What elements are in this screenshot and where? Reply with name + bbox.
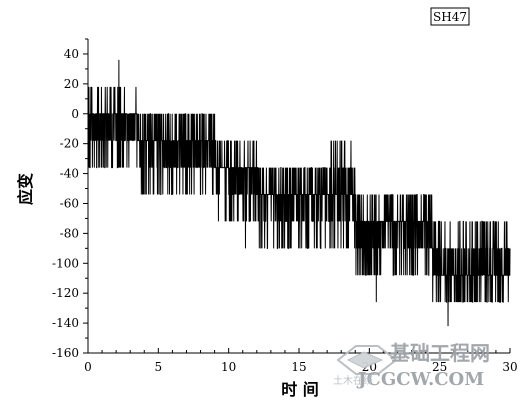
x-axis-title: 时 间 xyxy=(281,380,319,399)
y-tick-label-7: -100 xyxy=(52,256,79,270)
x-tick-label-3: 15 xyxy=(291,360,306,374)
legend-label: SH47 xyxy=(433,10,467,24)
x-tick-label-0: 0 xyxy=(84,360,92,374)
x-tick-label-2: 10 xyxy=(221,360,236,374)
y-tick-label-5: -60 xyxy=(60,196,79,210)
watermark: 基础工程网 JCGCW.COM 土木在线 xyxy=(333,341,490,390)
watermark-logo-icon xyxy=(336,345,398,375)
y-tick-label-3: -20 xyxy=(60,137,79,151)
series-line xyxy=(87,59,511,327)
legend-box-border xyxy=(430,7,470,26)
y-tick-label-8: -120 xyxy=(52,286,79,300)
y-tick-label-4: -40 xyxy=(60,167,79,181)
x-tick-label-5: 25 xyxy=(432,360,447,374)
y-tick-label-10: -160 xyxy=(52,346,79,360)
x-tick-label-6: 30 xyxy=(502,360,517,374)
y-tick-label-6: -80 xyxy=(60,226,79,240)
series-group xyxy=(87,59,511,327)
y-tick-label-0: 40 xyxy=(64,47,79,61)
y-axis: 40 20 0 -20 -40 -60 -80 -100 -120 -140 -160 xyxy=(52,38,89,360)
x-tick-label-1: 5 xyxy=(155,360,163,374)
y-tick-label-9: -140 xyxy=(52,316,79,330)
x-axis: 0 5 10 15 20 25 30 xyxy=(84,348,518,374)
watermark-cn-text: 基础工程网 xyxy=(390,341,490,365)
legend: SH47 xyxy=(430,7,470,26)
y-axis-title: 应变 xyxy=(16,173,35,205)
y-tick-label-1: 20 xyxy=(64,77,79,91)
watermark-stamp-text: 土木在线 xyxy=(333,374,373,387)
watermark-en-text: JCGCW.COM xyxy=(356,369,484,390)
y-tick-label-2: 0 xyxy=(71,107,79,121)
